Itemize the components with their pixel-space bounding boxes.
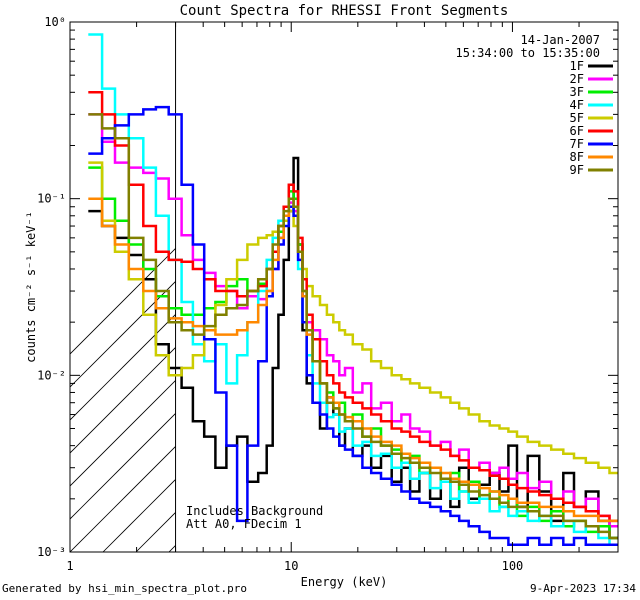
legend-label-3f: 3F	[570, 85, 584, 99]
chart-title: Count Spectra for RHESSI Front Segments	[180, 3, 509, 19]
legend-label-7f: 7F	[570, 137, 584, 151]
legend-label-1f: 1F	[570, 59, 584, 73]
x-tick-label: 1	[66, 559, 73, 573]
hatch-line	[70, 247, 176, 355]
series-7f	[88, 105, 618, 546]
plot-frame	[69, 21, 619, 553]
legend-label-4f: 4F	[570, 98, 584, 112]
y-tick-label: 10⁻¹	[37, 192, 66, 206]
axis-ticks: 1 10 100 10⁻³ 10⁻² 10⁻¹ 10⁰	[37, 15, 619, 573]
date-label: 14-Jan-2007	[521, 33, 600, 47]
series-2f	[88, 113, 618, 528]
x-axis-label: Energy (keV)	[301, 575, 388, 589]
series-9f	[88, 113, 618, 540]
y-axis-label: counts cm⁻² s⁻¹ keV⁻¹	[24, 211, 38, 363]
series-6f	[88, 91, 618, 523]
hatch-line	[70, 412, 176, 520]
annotation-attenuator: Att A0, FDecim 1	[186, 517, 302, 531]
legend-label-9f: 9F	[570, 163, 584, 177]
y-tick-label: 10⁻²	[37, 368, 66, 382]
generated-by-label: Generated by hsi_min_spectra_plot.pro	[2, 582, 248, 595]
hatch-line	[70, 445, 176, 552]
series-group	[88, 33, 618, 546]
timestamp-label: 9-Apr-2023 17:34	[530, 582, 636, 595]
hatch-line	[70, 379, 176, 487]
background-hatch-region	[70, 22, 640, 552]
hatch-line	[70, 280, 176, 388]
series-4f	[88, 33, 618, 546]
legend-label-2f: 2F	[570, 72, 584, 86]
x-tick-label: 100	[502, 559, 524, 573]
legend-label-6f: 6F	[570, 124, 584, 138]
hatch-line	[367, 22, 640, 552]
y-tick-label: 10⁰	[44, 15, 66, 29]
time-range-label: 15:34:00 to 15:35:00	[456, 46, 601, 60]
annotation-background: Includes Background	[186, 504, 323, 518]
legend-label-8f: 8F	[570, 150, 584, 164]
legend-label-5f: 5F	[570, 111, 584, 125]
hatch-line	[301, 22, 640, 552]
x-tick-label: 10	[284, 559, 298, 573]
y-tick-label: 10⁻³	[37, 545, 66, 559]
